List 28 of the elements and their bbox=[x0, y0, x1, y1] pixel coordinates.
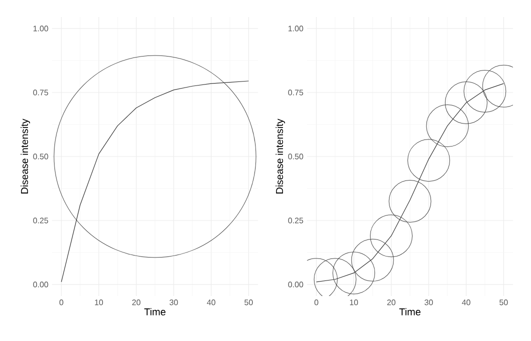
x-tick-label: 0 bbox=[59, 300, 64, 306]
x-tick-label: 30 bbox=[424, 300, 433, 306]
x-tick-label: 10 bbox=[94, 300, 103, 306]
y-tick-label: 0.75 bbox=[288, 90, 304, 96]
x-tick-label: 50 bbox=[244, 300, 253, 306]
y-tick-label: 1.00 bbox=[34, 26, 48, 32]
line-series bbox=[316, 83, 504, 282]
x-axis-title: Time bbox=[144, 308, 166, 316]
y-tick-label: 0.50 bbox=[288, 154, 304, 160]
x-tick-label: 40 bbox=[462, 300, 470, 306]
x-tick-label: 20 bbox=[132, 300, 140, 306]
x-tick-label: 50 bbox=[500, 300, 508, 306]
y-tick-label: 0.25 bbox=[288, 218, 304, 224]
y-axis-title: Disease intensity bbox=[276, 118, 286, 194]
y-tick-label: 0.00 bbox=[288, 282, 304, 288]
x-tick-label: 0 bbox=[314, 300, 318, 306]
y-tick-label: 0.25 bbox=[33, 218, 48, 224]
y-tick-label: 0.00 bbox=[33, 282, 48, 288]
x-tick-label: 10 bbox=[350, 300, 358, 306]
x-axis-title: Time bbox=[399, 308, 420, 316]
x-tick-label: 20 bbox=[387, 300, 396, 306]
y-tick-label: 0.75 bbox=[33, 90, 48, 96]
x-tick-label: 40 bbox=[206, 300, 216, 306]
y-tick-label: 0.50 bbox=[33, 154, 48, 160]
y-tick-label: 1.00 bbox=[288, 26, 304, 32]
y-axis-title: Disease intensity bbox=[20, 118, 30, 194]
x-tick-label: 30 bbox=[170, 300, 178, 306]
line-series bbox=[61, 80, 249, 282]
